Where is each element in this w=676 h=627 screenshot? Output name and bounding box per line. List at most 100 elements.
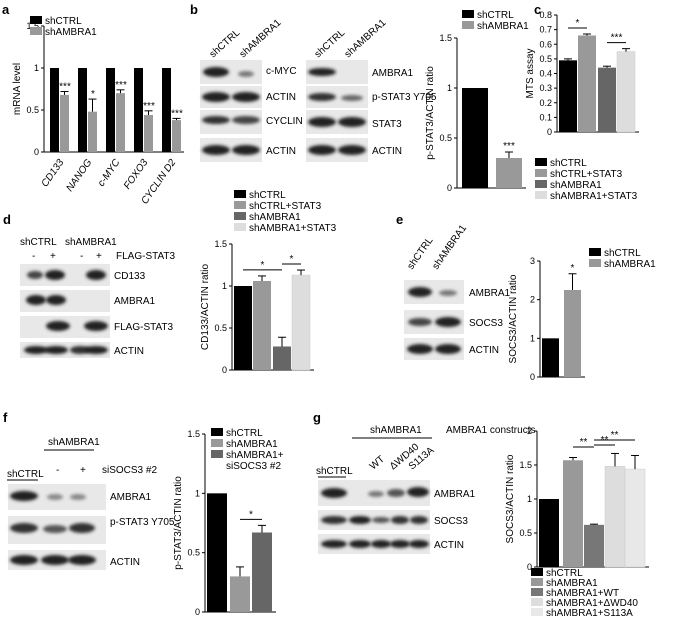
- y-tick-label: 0.5: [519, 528, 532, 538]
- blot-band: [408, 318, 432, 326]
- blot-band: [10, 491, 38, 501]
- legend-swatch: [535, 169, 547, 177]
- lane-label: shCTRL: [208, 27, 243, 60]
- blot-band: [84, 346, 108, 354]
- y-tick-label: 3: [530, 256, 535, 266]
- bar: [252, 532, 272, 612]
- y-tick-label: 0.2: [539, 98, 552, 108]
- legend-swatch: [30, 27, 42, 35]
- y-tick-label: 0: [222, 365, 227, 375]
- blot-band: [45, 270, 65, 280]
- significance-label: *: [571, 263, 575, 274]
- blot-row-label: STAT3: [372, 119, 402, 130]
- legend-swatch: [535, 191, 547, 199]
- blot-band: [24, 346, 48, 354]
- legend-swatch: [589, 248, 601, 256]
- y-tick-label: 0: [527, 562, 532, 572]
- group-label: shAMBRA1: [370, 425, 422, 436]
- bar: [162, 68, 171, 152]
- bar: [253, 280, 271, 370]
- legend-label: shCTRL: [249, 190, 286, 201]
- bar: [78, 68, 87, 152]
- blot-band: [70, 494, 86, 500]
- lane-label: shCTRL: [20, 237, 57, 248]
- blot-band: [391, 516, 409, 524]
- blot-band: [238, 71, 254, 77]
- significance-label: ***: [611, 33, 623, 44]
- legend-swatch: [211, 439, 223, 447]
- y-tick-label: 1.5: [187, 429, 200, 439]
- significance-label: *: [290, 254, 294, 265]
- blot-band: [321, 540, 347, 548]
- blot-b: shCTRL shAMBRA1 shCTRL shAMBRA1 c-MYC AC…: [200, 17, 437, 162]
- bar: [616, 51, 636, 133]
- blot-row-label: ACTIN: [266, 92, 296, 103]
- blot-row-label: CYCLIN D2: [266, 116, 319, 127]
- blot-strip: [404, 338, 464, 360]
- sign-label: -: [32, 251, 35, 262]
- blot-band: [341, 95, 363, 101]
- y-tick-label: 0: [195, 607, 200, 617]
- panel-label-g: g: [313, 410, 321, 425]
- blot-band: [232, 92, 260, 102]
- lane-label: shAMBRA1: [65, 237, 117, 248]
- legend-label: shCTRL: [546, 568, 583, 579]
- bar: [559, 60, 577, 132]
- lane-label: shCTRL: [316, 466, 353, 477]
- significance-label: *: [576, 18, 580, 29]
- constructs-label: AMBRA1 constructs: [446, 425, 535, 436]
- axis-label: SOCS3/ACTIN ratio: [508, 274, 519, 363]
- y-tick-label: 2: [530, 295, 535, 305]
- y-tick-label: 1.5: [26, 21, 39, 31]
- bar: [496, 158, 522, 188]
- blot-band: [41, 555, 69, 565]
- legend-label: shAMBRA1: [45, 27, 97, 38]
- blot-row-label: p-STAT3 Y705: [372, 92, 437, 103]
- blot-band: [439, 290, 457, 296]
- y-tick-label: 0.4: [539, 69, 552, 79]
- significance-label: ***: [171, 108, 183, 119]
- axis-label: MTS assay: [525, 48, 536, 98]
- si-label: siSOCS3 #2: [102, 465, 157, 476]
- legend-label: shCTRL: [45, 16, 82, 27]
- y-tick-label: 0.5: [26, 105, 39, 115]
- axis-label: p-STAT3/ACTIN ratio: [425, 66, 436, 160]
- blot-band: [10, 523, 38, 533]
- significance-label: ***: [115, 80, 127, 91]
- lane-label: shCTRL: [7, 469, 44, 480]
- lane-label: shAMBRA1: [343, 17, 389, 60]
- blot-row-label: c-MYC: [266, 66, 297, 77]
- blot-band: [410, 516, 428, 524]
- bar: [88, 111, 97, 152]
- axis-label: mRNA level: [12, 63, 23, 115]
- significance-label: *: [249, 509, 253, 520]
- sign-label: -: [80, 251, 83, 262]
- y-tick-label: 0.5: [214, 323, 227, 333]
- bar: [584, 524, 604, 567]
- legend-swatch: [211, 450, 223, 458]
- legend-label: shAMBRA1+STAT3: [249, 223, 337, 234]
- blot-e: shCTRL shAMBRA1 AMBRA1 SOCS3 ACTIN: [404, 223, 511, 360]
- blot-band: [46, 321, 70, 331]
- significance-label: **: [580, 437, 588, 448]
- legend-swatch: [234, 201, 246, 209]
- y-tick-label: 0: [34, 147, 39, 157]
- y-tick-label: 1: [195, 488, 200, 498]
- panel-label-c: c: [534, 2, 541, 17]
- y-tick-label: 1: [530, 333, 535, 343]
- bar: [291, 274, 311, 371]
- legend-swatch: [535, 158, 547, 166]
- blot-band: [84, 321, 108, 331]
- blot-band: [349, 540, 371, 548]
- blot-band: [202, 116, 230, 124]
- x-tick-label: c-MYC: [96, 157, 123, 189]
- bar: [172, 120, 181, 152]
- sign-label: -: [56, 465, 59, 476]
- bar: [230, 576, 250, 612]
- blot-row-label: AMBRA1: [434, 489, 476, 500]
- blot-band: [69, 523, 95, 533]
- blot-row-label: AMBRA1: [469, 288, 511, 299]
